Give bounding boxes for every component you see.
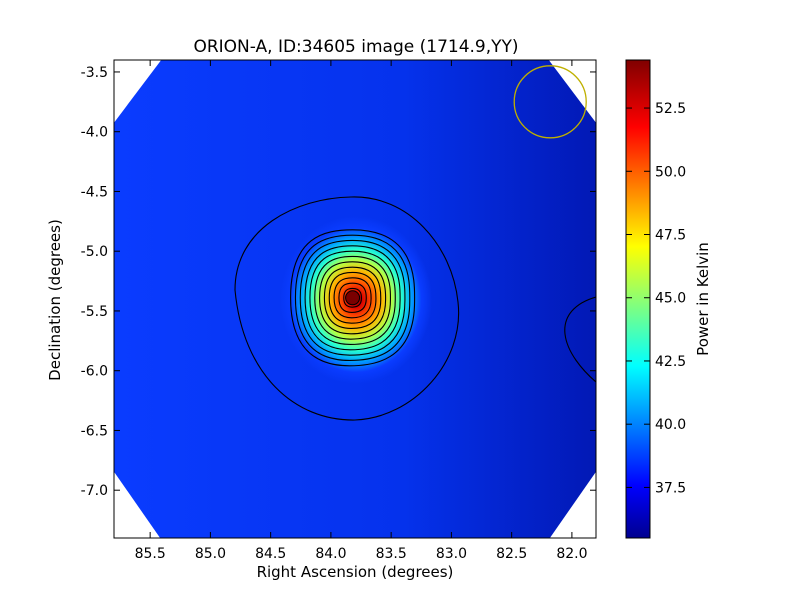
x-tick-label: 84.5 [255,546,286,562]
x-tick-label: 82.0 [556,546,587,562]
contour-level [343,287,362,308]
y-tick-label: -5.5 [81,304,108,320]
colorbar-tick-label: 47.5 [655,228,686,244]
contour-level [319,261,387,335]
x-axis-label: Right Ascension (degrees) [257,563,454,581]
y-tick-label: -4.5 [81,184,108,200]
colorbar-tick-label: 52.5 [655,101,686,117]
colorbar-tick-label: 45.0 [655,291,686,307]
colorbar-tick-label: 42.5 [655,354,686,370]
source-peak-marker [345,290,361,306]
contour-lines [234,196,596,421]
colorbar-label: Power in Kelvin [694,242,712,356]
contour-level [333,277,372,319]
y-tick-label: -6.0 [81,364,108,380]
colorbar [625,59,651,539]
x-tick-label: 83.5 [376,546,407,562]
contour-level [309,250,396,346]
colorbar-axis: 37.5 40.0 42.5 45.0 47.5 50.0 52.5 [626,101,686,496]
x-tick-label: 83.0 [436,546,467,562]
y-tick-label: -7.0 [81,483,108,499]
contour-level [338,282,367,314]
colorbar-tick-label: 50.0 [655,164,686,180]
y-tick-label: -3.5 [81,65,108,81]
plot-frame [113,59,597,539]
y-tick-label: -5.0 [81,244,108,260]
y-tick-label: -4.0 [81,125,108,141]
y-axis-label: Declination (degrees) [46,219,64,381]
contour-level [314,255,391,340]
contour-level [323,266,382,330]
chart-title: ORION-A, ID:34605 image (1714.9,YY) [193,37,518,57]
x-tick-label: 85.0 [195,546,226,562]
colorbar-tick-label: 40.0 [655,417,686,433]
contour-edge-right [564,296,596,383]
beam-circle [513,65,587,139]
plot-area [114,60,596,538]
contour-level [290,229,416,367]
y-tick-label: -6.5 [81,423,108,439]
contour-level [294,234,411,362]
colorbar-tick-label: 37.5 [655,480,686,496]
contour-outer [234,196,460,421]
x-tick-label: 84.0 [315,546,346,562]
contour-level [299,239,406,356]
contour-level [304,245,401,351]
x-tick-label: 85.5 [135,546,166,562]
contour-level [328,271,377,324]
y-axis: -3.5 -4.0 -4.5 -5.0 -5.5 -6.0 -6.5 -7.0 [81,65,596,499]
x-axis: 85.5 85.0 84.5 84.0 83.5 83.0 82.5 82.0 [135,60,587,562]
x-tick-label: 82.5 [496,546,527,562]
